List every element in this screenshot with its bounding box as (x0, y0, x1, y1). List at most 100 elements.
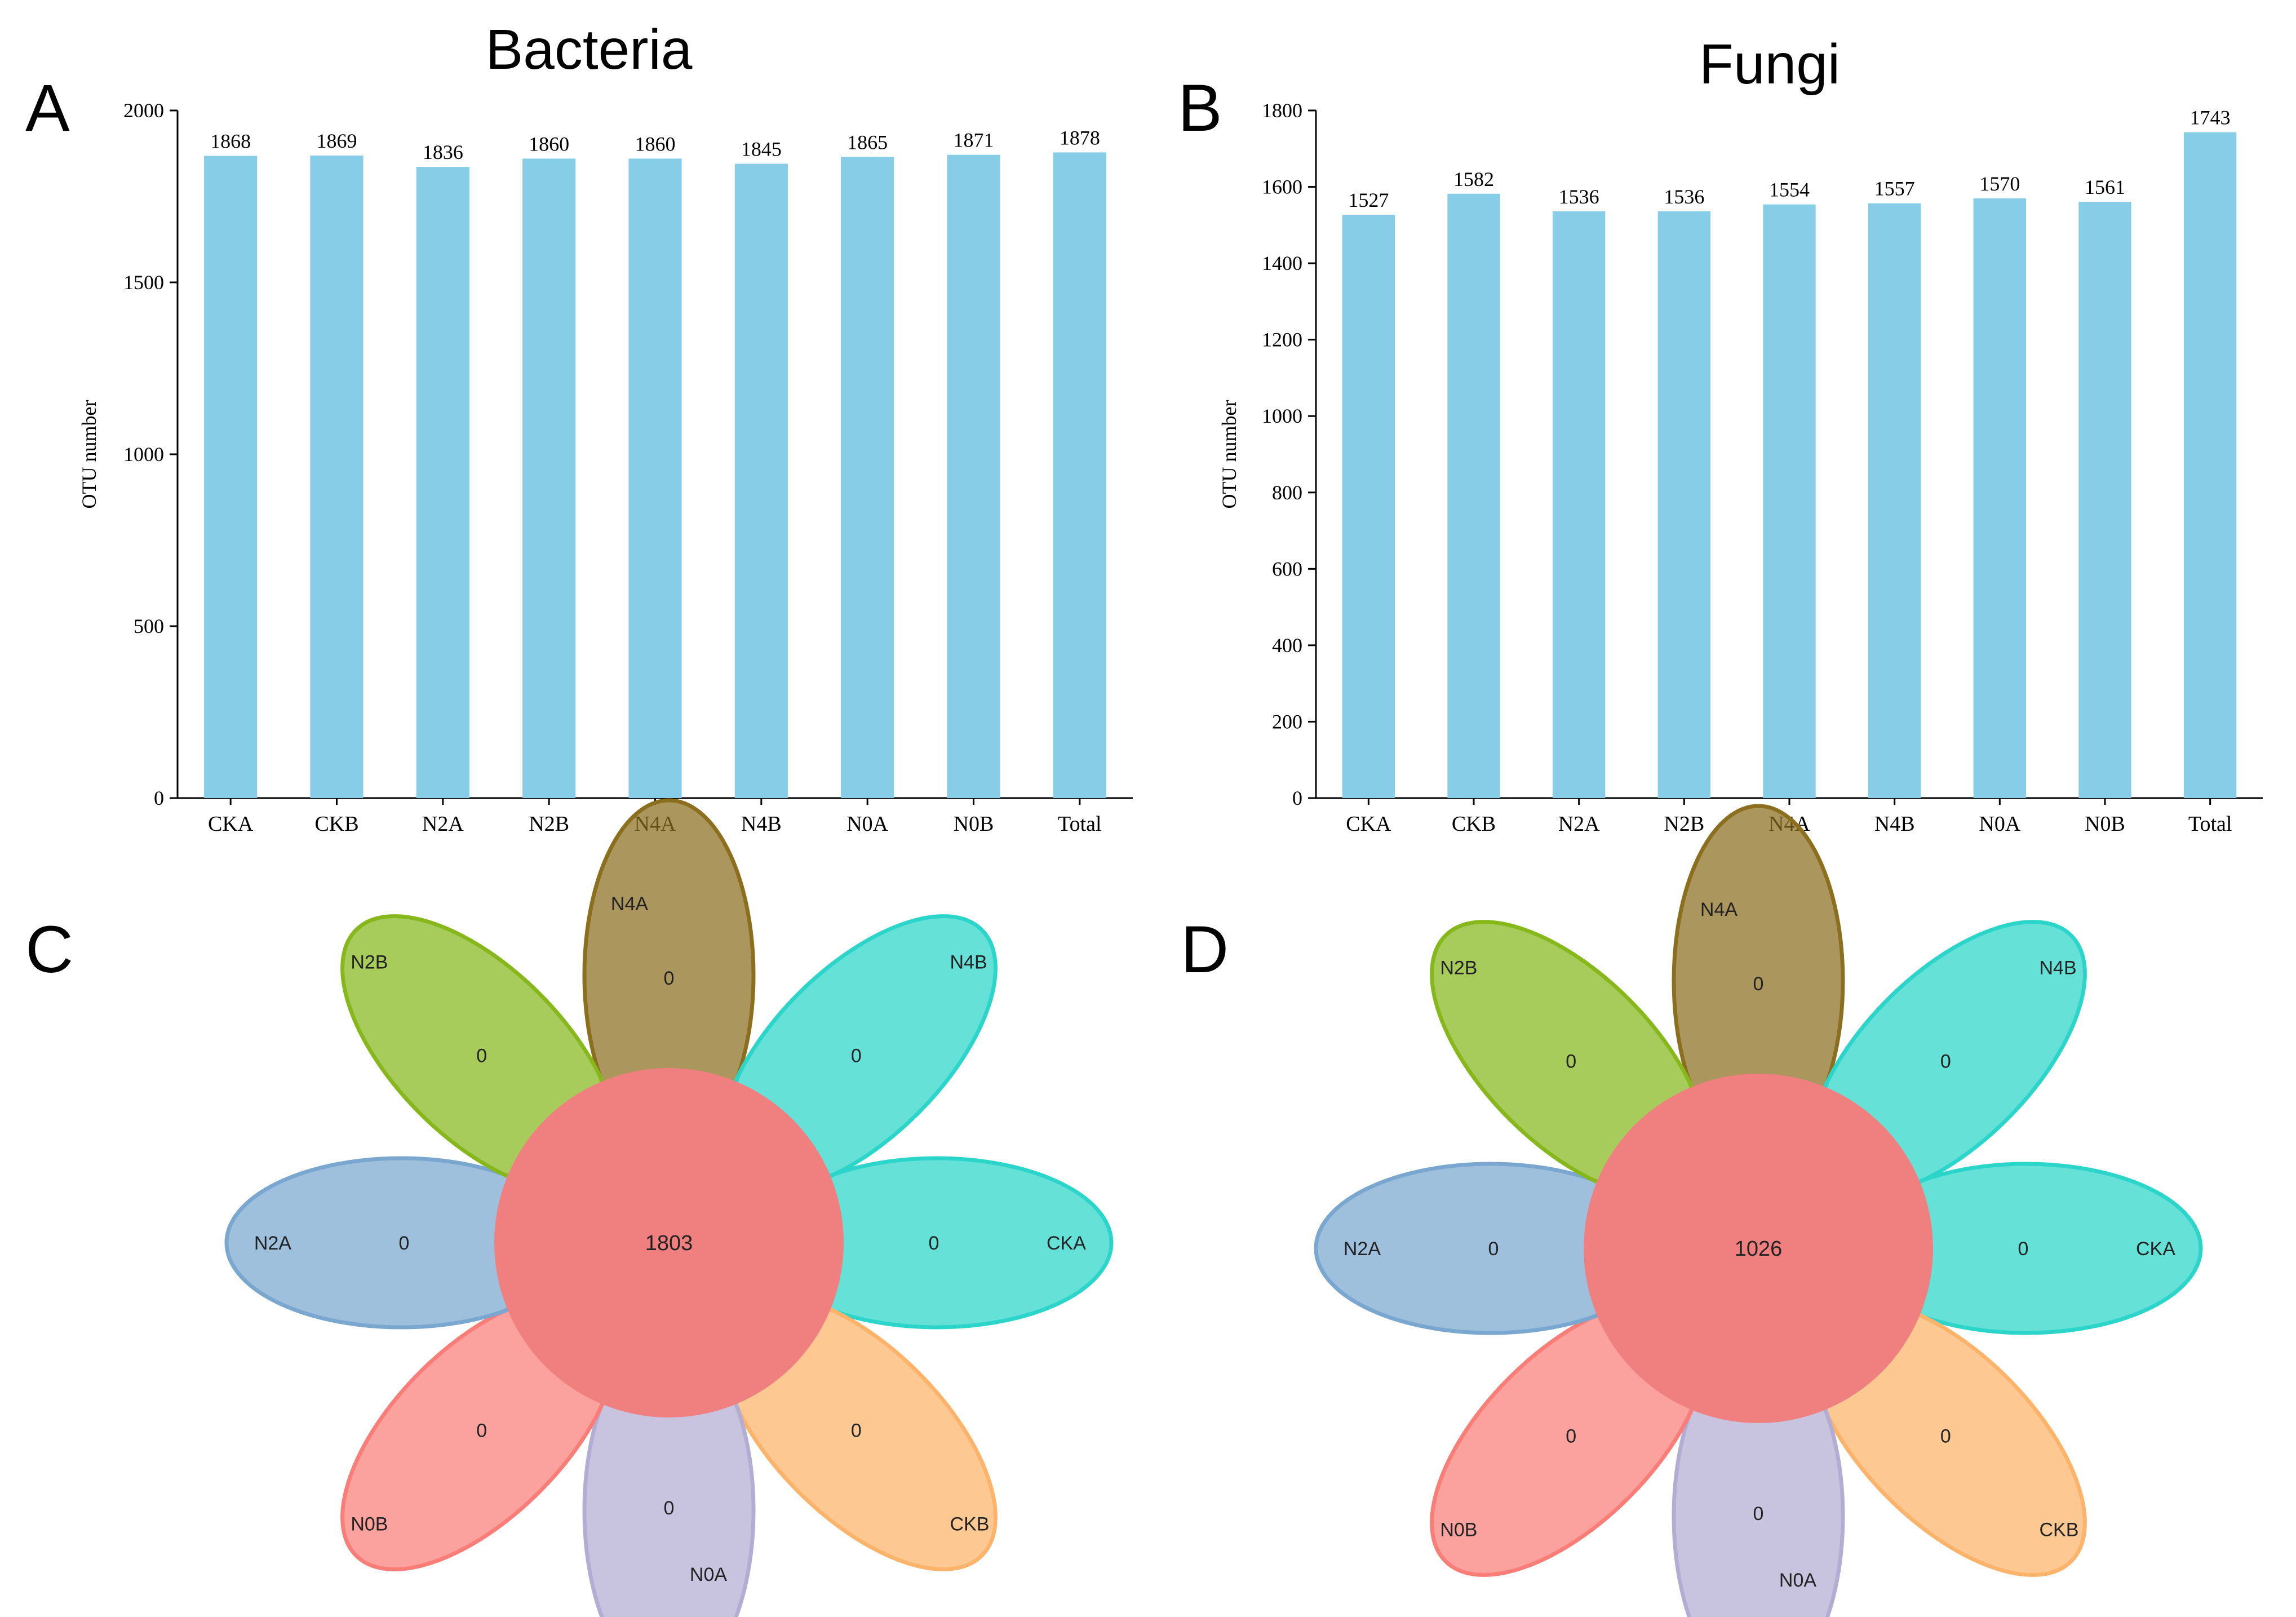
x-tick-label: Total (1058, 812, 1102, 836)
x-tick-label: Total (2188, 812, 2232, 836)
core-count-label: 1803 (645, 1231, 693, 1255)
bar-value-label: 1554 (1769, 179, 1810, 201)
x-tick-label: N2A (1558, 812, 1600, 836)
petal-set-label-cka: CKA (2136, 1238, 2175, 1260)
bar-total (1053, 152, 1106, 798)
bar-n0a (841, 157, 894, 799)
x-tick-label: N4B (1874, 812, 1915, 836)
bacteria-venn-diagram: 1803 0 N4A 0 N4B 0 CKA 0 CKB 0 N0A 0 N0B 0 N2A 0 N2B (224, 798, 1114, 1617)
petal-count-label: 0 (1753, 1503, 1764, 1525)
x-tick-label: CKB (1452, 812, 1496, 836)
panel-letter-c: C (25, 912, 73, 987)
petal-count-label: 0 (1940, 1425, 1951, 1447)
petal-count-label: 0 (1753, 973, 1764, 995)
bar-n4a (628, 158, 682, 798)
petal-set-label-n2a: N2A (254, 1233, 291, 1254)
x-tick-label: N0A (846, 812, 888, 836)
y-axis-label: OTU number (78, 400, 100, 509)
y-tick-label: 200 (1272, 710, 1302, 733)
y-tick-label: 1200 (1262, 329, 1302, 351)
bar-value-label: 1860 (635, 132, 676, 155)
y-tick-label: 400 (1272, 634, 1302, 657)
chart-title: Fungi (1699, 33, 1840, 96)
y-tick-label: 1000 (1262, 405, 1302, 427)
bar-value-label: 1871 (954, 129, 994, 152)
petal-count-label: 0 (2018, 1238, 2029, 1260)
x-tick-label: CKB (314, 812, 358, 836)
y-tick-label: 1500 (123, 271, 164, 294)
bar-value-label: 1836 (423, 141, 463, 163)
petal-count-label: 0 (1940, 1051, 1951, 1073)
bacteria-bar-chart: Bacteria 0 500 1000 1500 2000 OTU number 1868 CK… (78, 18, 1133, 836)
x-tick-label: N0A (1979, 812, 2020, 836)
petal-set-label-n4a: N4A (1700, 899, 1737, 920)
y-tick-label: 800 (1272, 481, 1302, 504)
petal-set-label-n0a: N0A (690, 1564, 727, 1585)
bar-value-label: 1557 (1874, 178, 1915, 200)
y-tick-label: 1800 (1262, 99, 1302, 122)
y-tick-label: 2000 (123, 99, 164, 122)
bar-value-label: 1845 (741, 138, 782, 161)
bar-ckb (1447, 193, 1500, 798)
fungi-bar-chart: Fungi 0 200 400 600 800 1000 1200 1400 1600 1800 OT… (1218, 33, 2263, 836)
x-tick-label: N2B (1664, 812, 1704, 836)
petal-count-label: 0 (476, 1420, 487, 1441)
bar-value-label: 1582 (1453, 168, 1494, 191)
core-circle (1584, 1074, 1933, 1423)
bar-value-label: 1743 (2190, 107, 2231, 129)
petal-set-label-ckb: CKB (2040, 1519, 2079, 1541)
bar-n0b (947, 154, 1000, 799)
y-tick-label: 1000 (123, 443, 164, 466)
bar-n2a (1553, 211, 1606, 798)
panel-letter-a: A (25, 71, 70, 145)
petal-set-label-n2b: N2B (1440, 957, 1477, 978)
bar-value-label: 1527 (1348, 189, 1389, 211)
core-count-label: 1026 (1735, 1237, 1783, 1261)
x-tick-label: N0B (2085, 812, 2125, 836)
bar-value-label: 1570 (1979, 172, 2020, 195)
petal-count-label: 0 (664, 1498, 675, 1519)
y-tick-label: 500 (134, 615, 164, 637)
bar-n4b (734, 163, 788, 798)
bar-value-label: 1536 (1664, 185, 1704, 208)
panel-letter-b: B (1178, 71, 1222, 145)
bar-cka (1342, 215, 1395, 798)
petal-set-label-n0b: N0B (1440, 1519, 1477, 1541)
chart-title: Bacteria (486, 18, 693, 81)
x-tick-label: CKA (1346, 812, 1391, 836)
petal-set-label-ckb: CKB (950, 1514, 990, 1535)
bar-n0b (2078, 201, 2131, 798)
petal-count-label: 0 (851, 1420, 862, 1441)
bar-n4a (1763, 204, 1816, 798)
y-tick-label: 0 (1292, 787, 1302, 809)
bar-ckb (310, 155, 364, 798)
petal-set-label-n2a: N2A (1344, 1238, 1381, 1260)
bar-cka (204, 156, 258, 798)
bar-value-label: 1860 (529, 132, 569, 155)
bar-total (2184, 132, 2237, 799)
bar-value-label: 1868 (210, 130, 251, 153)
y-tick-label: 1400 (1262, 252, 1302, 274)
y-axis-label: OTU number (1218, 400, 1240, 509)
petal-set-label-n4b: N4B (950, 951, 987, 973)
x-tick-label: CKA (208, 812, 254, 836)
petal-count-label: 0 (476, 1045, 487, 1067)
petal-set-label-n4a: N4A (611, 893, 648, 915)
bar-n2a (416, 167, 469, 798)
petal-set-label-n0a: N0A (1779, 1570, 1816, 1591)
bar-value-label: 1865 (847, 131, 888, 153)
bar-n2b (1657, 211, 1710, 798)
petal-set-label-n4b: N4B (2040, 957, 2077, 978)
x-tick-label: N2B (529, 812, 569, 836)
bar-value-label: 1878 (1060, 126, 1100, 149)
bar-n0a (1973, 198, 2026, 798)
y-tick-label: 0 (154, 787, 164, 809)
petal-count-label: 0 (851, 1045, 862, 1067)
petal-count-label: 0 (1488, 1238, 1499, 1260)
x-tick-label: N4B (741, 812, 782, 836)
x-tick-label: N2A (422, 812, 464, 836)
bar-n4b (1868, 203, 1921, 799)
petal-count-label: 0 (399, 1233, 410, 1254)
